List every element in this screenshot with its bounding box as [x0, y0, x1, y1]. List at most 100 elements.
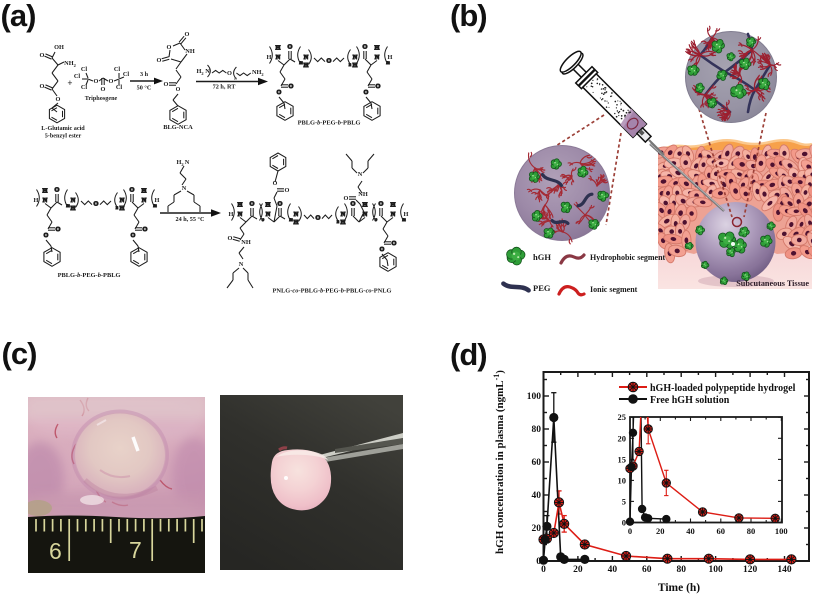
svg-text:NH: NH [185, 48, 195, 55]
svg-text:O: O [40, 52, 45, 59]
svg-text:Cl: Cl [116, 84, 123, 91]
svg-text:H: H [404, 211, 409, 218]
svg-text:N: N [294, 211, 299, 218]
svg-text:NH2: NH2 [252, 69, 264, 77]
svg-text:Triphosgene: Triphosgene [85, 95, 118, 102]
svg-text:m: m [153, 204, 157, 209]
svg-text:5: 5 [622, 496, 626, 506]
svg-text:O: O [185, 31, 190, 38]
svg-text:N: N [120, 197, 125, 204]
svg-text:O: O [392, 240, 397, 247]
svg-text:H: H [71, 205, 76, 212]
svg-text:72 h, RT: 72 h, RT [213, 84, 237, 91]
svg-text:m: m [66, 204, 70, 209]
svg-text:3 h: 3 h [140, 71, 149, 78]
svg-text:H: H [267, 54, 272, 61]
svg-text:N: N [182, 185, 187, 192]
svg-text:O: O [277, 90, 282, 96]
svg-text:n: n [234, 77, 237, 82]
svg-text:Cl: Cl [123, 71, 130, 78]
svg-text:O: O [143, 226, 148, 233]
svg-text:0: 0 [536, 557, 541, 567]
svg-text:H: H [304, 62, 309, 69]
svg-text:O: O [273, 181, 278, 187]
svg-text:Subcutaneous Tissue: Subcutaneous Tissue [736, 279, 809, 288]
svg-text:m: m [386, 61, 390, 66]
svg-text:H2: H2 [176, 159, 183, 167]
svg-text:o: o [262, 218, 265, 223]
svg-text:Time (h): Time (h) [658, 582, 700, 594]
svg-text:80: 80 [532, 425, 542, 435]
svg-text:n: n [337, 220, 340, 225]
svg-text:20: 20 [618, 433, 627, 443]
svg-text:BLG-NCA: BLG-NCA [163, 124, 193, 131]
svg-text:120: 120 [743, 565, 758, 575]
svg-text:O: O [288, 44, 293, 51]
svg-text:Cl: Cl [81, 66, 88, 73]
svg-text:O: O [176, 87, 181, 93]
svg-text:m: m [289, 218, 293, 223]
svg-text:H: H [341, 219, 346, 226]
svg-text:N: N [266, 211, 271, 218]
svg-text:50 °C: 50 °C [137, 85, 152, 92]
svg-text:6: 6 [49, 538, 62, 564]
svg-text:N: N [142, 197, 147, 204]
svg-text:O: O [131, 233, 136, 239]
svg-text:PNLG-co-PBLG-b-PEG-b-PBLG-co-P: PNLG-co-PBLG-b-PEG-b-PBLG-co-PNLG [273, 288, 392, 295]
svg-text:40: 40 [686, 526, 695, 536]
svg-text:H: H [120, 205, 125, 212]
svg-text:n: n [349, 63, 352, 68]
svg-text:o: o [375, 218, 378, 223]
svg-text:15: 15 [618, 454, 627, 464]
svg-text:5-benzyl ester: 5-benzyl ester [45, 133, 82, 140]
svg-text:20: 20 [532, 524, 542, 534]
svg-text:H: H [142, 188, 147, 195]
svg-text:NH: NH [241, 239, 251, 246]
svg-text:PBLG-b-PEG-b-PBLG: PBLG-b-PEG-b-PBLG [298, 120, 361, 127]
svg-text:H: H [388, 54, 393, 61]
svg-text:H: H [294, 219, 299, 226]
svg-text:N: N [43, 197, 48, 204]
svg-text:OH: OH [54, 44, 64, 51]
svg-text:N: N [238, 211, 243, 218]
svg-text:H: H [34, 197, 39, 204]
svg-text:10: 10 [618, 475, 627, 485]
svg-text:0: 0 [541, 565, 546, 575]
svg-text:O: O [227, 70, 232, 77]
svg-text:O: O [327, 58, 332, 65]
svg-text:O: O [316, 215, 321, 222]
svg-text:O: O [109, 78, 114, 85]
svg-text:N: N [276, 54, 281, 61]
svg-text:O: O [167, 44, 172, 51]
svg-text:O: O [55, 187, 60, 194]
svg-text:N: N [358, 171, 363, 178]
svg-text:L-Glutamic acid: L-Glutamic acid [41, 125, 85, 132]
svg-text:60: 60 [532, 458, 542, 468]
svg-text:O: O [380, 247, 385, 253]
svg-text:O: O [363, 44, 368, 51]
svg-text:H: H [375, 45, 380, 52]
svg-text:100: 100 [775, 526, 788, 536]
svg-text:O: O [94, 201, 99, 208]
svg-text:20: 20 [573, 565, 583, 575]
svg-text:140: 140 [777, 565, 792, 575]
svg-text:O: O [56, 96, 61, 103]
svg-text:NH2: NH2 [64, 60, 76, 68]
svg-text:H: H [43, 188, 48, 195]
svg-text:m: m [299, 61, 303, 66]
svg-text:H: H [229, 211, 234, 218]
svg-text:O: O [344, 195, 349, 202]
svg-text:NH: NH [358, 191, 368, 198]
svg-text:Cl: Cl [81, 84, 88, 91]
svg-text:H: H [266, 202, 271, 209]
svg-text:80: 80 [676, 565, 686, 575]
svg-text:H: H [391, 202, 396, 209]
svg-text:0: 0 [622, 518, 626, 528]
svg-text:H: H [238, 202, 243, 209]
svg-text:O: O [285, 187, 290, 194]
svg-text:N: N [185, 159, 190, 166]
svg-text:N: N [341, 211, 346, 218]
svg-text:O: O [130, 187, 135, 194]
svg-text:Cl: Cl [114, 66, 121, 73]
svg-text:24 h, 55 °C: 24 h, 55 °C [176, 216, 205, 223]
